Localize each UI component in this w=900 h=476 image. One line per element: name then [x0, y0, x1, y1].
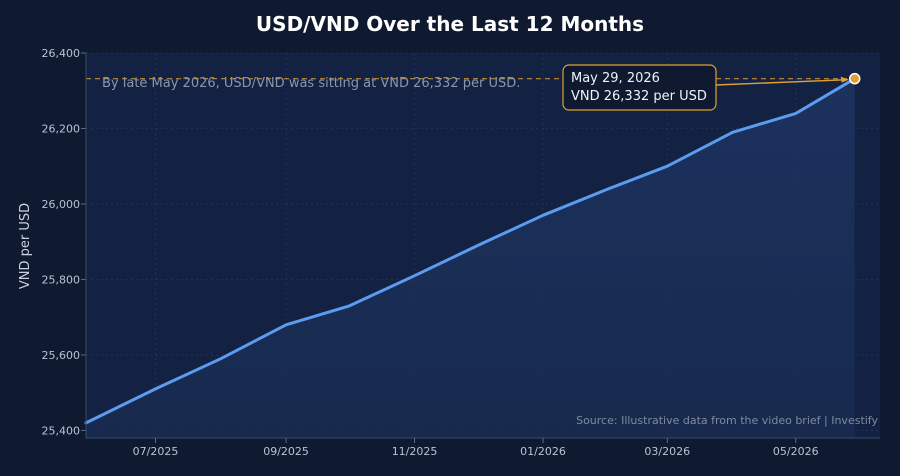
callout-value: VND 26,332 per USD	[571, 89, 707, 104]
y-tick-label: 25,400	[42, 424, 81, 437]
x-tick-label: 11/2025	[392, 445, 438, 458]
y-tick-label: 26,200	[42, 122, 81, 135]
y-axis-label: VND per USD	[18, 203, 33, 289]
annotation-note: By late May 2026, USD/VND was sitting at…	[102, 76, 520, 91]
y-tick-label: 26,000	[42, 198, 81, 211]
x-tick-label: 01/2026	[520, 445, 566, 458]
source-note: Source: Illustrative data from the video…	[576, 414, 878, 427]
y-tick-label: 25,800	[42, 273, 81, 286]
x-axis: 07/2025 09/2025 11/2025 01/2026 03/2026 05/20…	[86, 437, 880, 458]
series-line	[84, 77, 857, 425]
y-tick-label: 25,600	[42, 349, 81, 362]
x-tick-label: 07/2025	[133, 445, 179, 458]
callout-date: May 29, 2026	[571, 71, 660, 86]
x-tick-label: 03/2026	[644, 445, 690, 458]
latest-point-marker	[848, 72, 861, 85]
y-tick-label: 26,400	[42, 47, 81, 60]
x-tick-label: 09/2025	[263, 445, 309, 458]
callout-arrowhead	[840, 76, 849, 83]
callout-arrow	[715, 78, 848, 86]
callout-box	[562, 64, 717, 111]
x-tick-label: 05/2026	[773, 445, 819, 458]
callout: May 29, 2026 VND 26,332 per USD	[562, 64, 849, 111]
chart-title: USD/VND Over the Last 12 Months	[255, 12, 645, 36]
y-axis: 25,400 25,600 25,800 26,000 26,200 26,400	[42, 47, 87, 438]
